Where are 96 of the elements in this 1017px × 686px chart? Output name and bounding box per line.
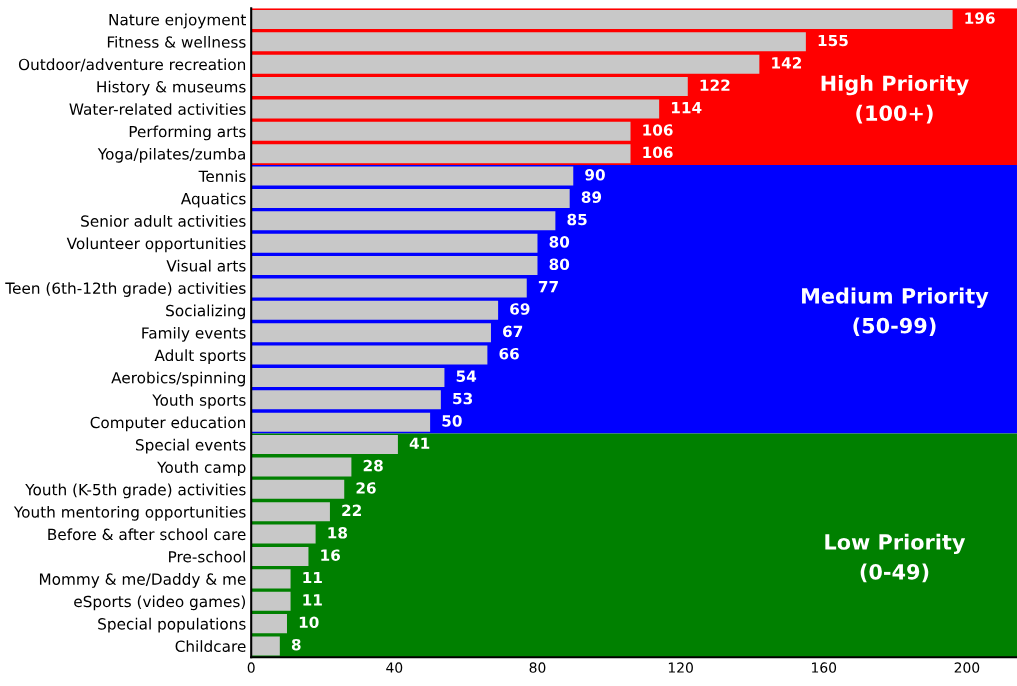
data-label: 53 [453, 392, 473, 405]
bar [251, 32, 806, 52]
bar [251, 121, 631, 141]
y-tick-label: Youth mentoring opportunities [13, 505, 246, 521]
y-tick-label: Socializing [166, 304, 245, 320]
data-label: 80 [549, 258, 570, 271]
y-tick-label: Performing arts [129, 125, 246, 141]
x-tick-label: 0 [247, 662, 255, 673]
data-label: 16 [321, 549, 341, 561]
y-tick-label: History & museums [97, 80, 246, 96]
y-tick-label: Aerobics/spinning [111, 371, 245, 387]
y-tick-label: Volunteer opportunities [66, 237, 246, 253]
data-label: 69 [510, 303, 530, 315]
bar [251, 211, 556, 231]
bar [251, 345, 488, 365]
bar [251, 300, 499, 320]
bar [251, 524, 316, 544]
bar [251, 233, 538, 253]
data-label: 106 [643, 146, 673, 159]
bar [251, 99, 660, 119]
bar [251, 9, 953, 29]
bar [251, 457, 352, 477]
data-label: 26 [356, 482, 376, 494]
data-label: 8 [291, 638, 301, 651]
x-tick-label: 80 [529, 662, 546, 673]
bar [251, 188, 570, 208]
band-label: Medium Priority (50-99) [802, 287, 989, 336]
y-tick-label: Pre-school [169, 550, 245, 563]
data-label: 114 [671, 102, 702, 114]
y-tick-label: Youth (K-5th grade) activities [25, 483, 246, 499]
bar [251, 256, 538, 276]
data-label: 77 [538, 281, 558, 293]
data-label: 50 [442, 415, 462, 427]
data-label: 85 [567, 213, 587, 226]
bar [251, 569, 291, 589]
y-tick-label: Outdoor/adventure recreation [18, 58, 246, 72]
bar [251, 502, 330, 522]
bar [251, 614, 287, 634]
bar [251, 479, 345, 499]
data-label: 89 [581, 191, 602, 203]
bar [251, 390, 441, 410]
y-tick-label: Tennis [198, 170, 246, 183]
data-label: 90 [585, 168, 605, 181]
x-tick-label: 200 [954, 662, 980, 673]
bar [251, 435, 398, 455]
y-tick-label: eSports (video games) [74, 595, 246, 611]
data-label: 54 [456, 370, 477, 382]
data-label: 106 [643, 124, 673, 136]
bar [251, 367, 445, 387]
bar [251, 77, 688, 97]
y-tick-label: Family events [142, 326, 246, 342]
y-tick-label: Fitness & wellness [107, 35, 246, 48]
y-tick-label: Youth sports [152, 394, 246, 409]
band-label: Low Priority (0-49) [825, 533, 966, 583]
data-label: 11 [303, 571, 322, 584]
y-tick-label: Yoga/pilates/zumba [97, 147, 245, 163]
bar [251, 546, 309, 566]
data-label: 11 [303, 594, 322, 606]
data-label: 196 [965, 12, 995, 24]
bar [251, 591, 291, 611]
data-label: 142 [772, 57, 802, 69]
y-tick-label: Water-related activities [69, 103, 246, 115]
y-tick-label: Visual arts [166, 259, 246, 272]
data-label: 155 [818, 34, 848, 47]
y-tick-label: Nature enjoyment [109, 13, 246, 29]
x-tick-label: 120 [668, 662, 693, 673]
bar [251, 636, 280, 656]
bar [251, 54, 760, 74]
data-label: 66 [499, 347, 519, 360]
y-tick-label: Mommy & me/Daddy & me [39, 573, 246, 588]
y-tick-label: Adult sports [154, 349, 246, 365]
data-label: 80 [549, 236, 570, 248]
y-tick-label: Computer education [90, 416, 246, 432]
bar [251, 144, 631, 164]
bar [251, 412, 431, 432]
data-label: 18 [328, 526, 348, 539]
data-label: 28 [363, 459, 383, 472]
y-tick-label: Special events [135, 438, 246, 454]
x-tick-label: 160 [812, 662, 837, 673]
y-tick-label: Aquatics [180, 192, 246, 208]
bar [251, 278, 527, 298]
y-tick-label: Childcare [175, 640, 246, 653]
bar [251, 166, 574, 186]
data-label: 41 [409, 437, 430, 449]
data-label: 122 [700, 79, 730, 91]
x-tick-label: 40 [386, 662, 403, 673]
band-label: High Priority (100+) [821, 74, 969, 124]
y-tick-label: Youth camp [157, 461, 246, 476]
y-tick-label: Senior adult activities [81, 215, 246, 227]
y-tick-label: Before & after school care [48, 528, 246, 541]
bar [251, 323, 491, 343]
y-tick-label: Teen (6th-12th grade) activities [5, 282, 246, 297]
data-label: 22 [342, 504, 361, 516]
y-tick-label: Special populations [98, 617, 246, 633]
data-label: 10 [299, 616, 319, 629]
data-label: 67 [503, 325, 523, 338]
